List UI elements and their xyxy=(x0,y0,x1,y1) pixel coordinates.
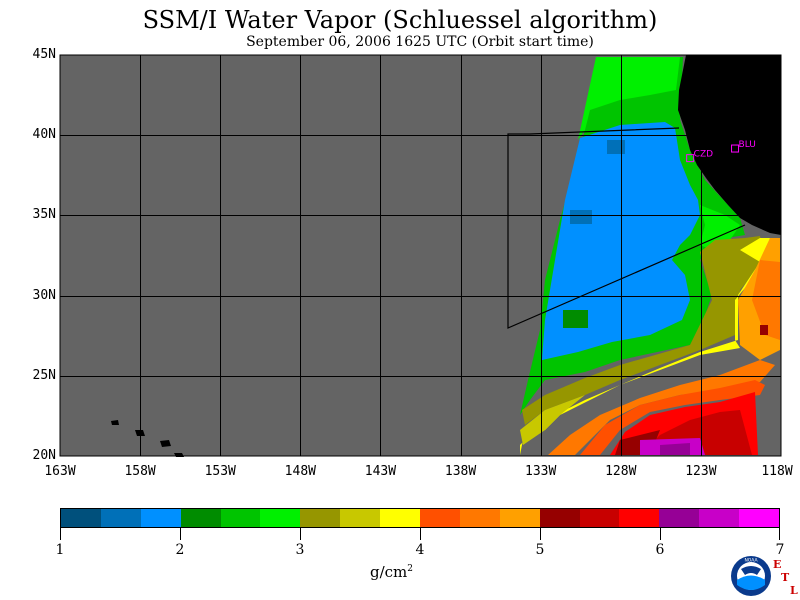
longitude-label: 128W xyxy=(605,464,637,479)
latitude-label: 35N xyxy=(32,207,56,223)
station-marker-czd xyxy=(686,154,695,163)
colorbar xyxy=(60,508,780,528)
colorbar-swatch xyxy=(180,509,221,527)
colorbar-tick xyxy=(180,528,181,540)
colorbar-swatch xyxy=(579,509,620,527)
colorbar-swatch xyxy=(539,509,580,527)
north-america-land xyxy=(678,55,781,235)
water-vapor-field xyxy=(520,57,780,455)
colorbar-swatch xyxy=(380,509,421,527)
colorbar-swatch xyxy=(300,509,341,527)
colorbar-tick-label: 7 xyxy=(775,542,785,558)
vapor-band-bright-green-coast xyxy=(700,205,740,250)
map-subtitle: September 06, 2006 1625 UTC (Orbit start… xyxy=(246,34,594,50)
station-markers: CZD BLU xyxy=(686,140,756,163)
colorbar-swatch xyxy=(619,509,660,527)
colorbar-tick-label: 2 xyxy=(175,542,185,558)
colorbar-swatch xyxy=(100,509,141,527)
etl-logo-t: T xyxy=(781,571,790,584)
orbit-swath-boundary xyxy=(507,127,746,329)
colorbar-tick-label: 6 xyxy=(655,542,665,558)
colorbar-tick-label: 5 xyxy=(535,542,545,558)
vapor-patch-darkred xyxy=(760,325,768,335)
colorbar-swatch xyxy=(340,509,381,527)
longitude-label: 158W xyxy=(124,464,156,479)
vapor-band-bright-green xyxy=(578,57,680,140)
colorbar-tick xyxy=(300,528,301,540)
colorbar-units: g/cm2 xyxy=(370,563,414,581)
colorbar-tick xyxy=(420,528,421,540)
colorbar-swatch xyxy=(459,509,500,527)
longitude-label: 118W xyxy=(761,464,793,479)
colorbar-tick xyxy=(540,528,541,540)
lat-lon-grid xyxy=(60,55,781,456)
noaa-logo: NOAA xyxy=(731,556,771,596)
longitude-label: 163W xyxy=(44,464,76,479)
hawaii-island-kauai xyxy=(111,420,119,425)
etl-logo-e: E xyxy=(773,558,782,571)
longitude-label: 123W xyxy=(685,464,717,479)
vapor-band-orange-south xyxy=(548,360,775,455)
latitude-label: 20N xyxy=(32,448,56,463)
svg-text:NOAA: NOAA xyxy=(744,558,758,564)
colorbar-swatch xyxy=(61,509,101,527)
colorbar-swatch xyxy=(420,509,460,527)
colorbar-tick-label: 3 xyxy=(295,542,305,558)
map-frame xyxy=(59,54,782,457)
longitude-label: 143W xyxy=(364,464,397,479)
vapor-band-red-orange xyxy=(580,380,765,455)
station-label-blu: BLU xyxy=(739,140,756,150)
station-label-czd: CZD xyxy=(694,150,713,160)
colorbar-tick xyxy=(60,528,61,540)
longitude-label: 153W xyxy=(204,464,236,479)
vapor-band-olive xyxy=(522,236,765,425)
colorbar-tick xyxy=(660,528,661,540)
map-title: SSM/I Water Vapor (Schluessel algorithm) xyxy=(142,6,658,34)
latitude-label: 45N xyxy=(32,47,56,62)
hawaii-island-maui xyxy=(160,440,171,447)
latitude-label: 25N xyxy=(32,367,56,383)
vapor-band-yellowgreen xyxy=(520,395,585,445)
vapor-band-yellow xyxy=(520,238,770,455)
colorbar-tick xyxy=(779,528,780,540)
colorbar-swatch xyxy=(140,509,181,527)
vapor-patch-darkgreen xyxy=(563,310,588,328)
station-marker-blu xyxy=(731,144,740,153)
colorbar-swatch xyxy=(659,509,700,527)
colorbar-swatch xyxy=(699,509,740,527)
colorbar-swatch xyxy=(220,509,261,527)
vapor-patch-purple xyxy=(660,443,690,455)
etl-logo-l: L xyxy=(790,584,798,597)
vapor-patch-darkblue xyxy=(607,140,625,154)
longitude-label: 138W xyxy=(444,464,477,479)
colorbar-tick-label: 1 xyxy=(55,542,65,558)
latitude-label: 30N xyxy=(32,287,56,303)
vapor-patch-darkblue xyxy=(570,210,592,224)
vapor-band-dark-orange xyxy=(752,260,780,340)
longitude-label: 133W xyxy=(525,464,557,479)
longitude-label: 148W xyxy=(284,464,316,479)
colorbar-tick-label: 4 xyxy=(415,542,425,558)
colorbar-swatch xyxy=(499,509,540,527)
latitude-label: 40N xyxy=(32,127,56,143)
colorbar-swatch xyxy=(739,509,780,527)
colorbar-swatch xyxy=(260,509,301,527)
water-vapor-map: CZD BLU xyxy=(59,54,782,457)
